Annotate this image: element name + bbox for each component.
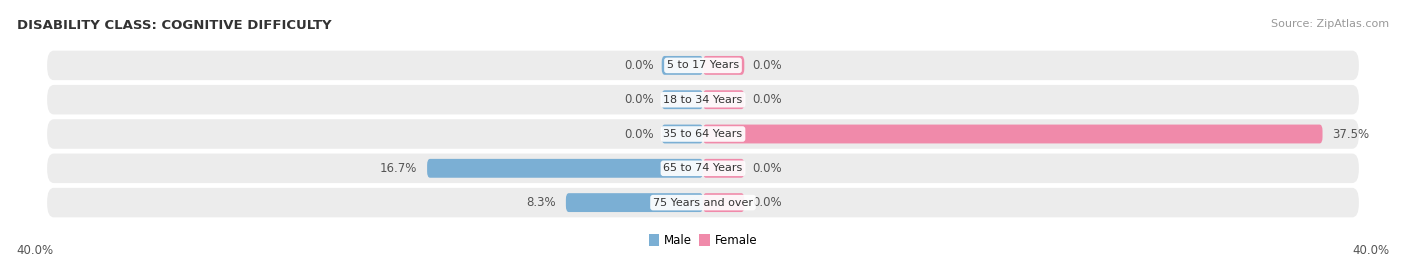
FancyBboxPatch shape — [703, 159, 744, 178]
FancyBboxPatch shape — [565, 193, 703, 212]
FancyBboxPatch shape — [48, 154, 1358, 183]
FancyBboxPatch shape — [48, 188, 1358, 217]
Text: Source: ZipAtlas.com: Source: ZipAtlas.com — [1271, 19, 1389, 29]
Text: 40.0%: 40.0% — [17, 244, 53, 257]
FancyBboxPatch shape — [703, 56, 744, 75]
FancyBboxPatch shape — [48, 51, 1358, 80]
Text: 0.0%: 0.0% — [624, 93, 654, 106]
Text: 75 Years and over: 75 Years and over — [652, 198, 754, 208]
Text: 18 to 34 Years: 18 to 34 Years — [664, 95, 742, 105]
Text: DISABILITY CLASS: COGNITIVE DIFFICULTY: DISABILITY CLASS: COGNITIVE DIFFICULTY — [17, 19, 332, 32]
FancyBboxPatch shape — [48, 119, 1358, 149]
FancyBboxPatch shape — [48, 85, 1358, 114]
FancyBboxPatch shape — [662, 56, 703, 75]
Legend: Male, Female: Male, Female — [644, 229, 762, 252]
Text: 0.0%: 0.0% — [752, 196, 782, 209]
Text: 8.3%: 8.3% — [526, 196, 555, 209]
Text: 0.0%: 0.0% — [752, 93, 782, 106]
FancyBboxPatch shape — [703, 90, 744, 109]
FancyBboxPatch shape — [427, 159, 703, 178]
FancyBboxPatch shape — [662, 125, 703, 143]
Text: 5 to 17 Years: 5 to 17 Years — [666, 60, 740, 70]
FancyBboxPatch shape — [703, 193, 744, 212]
Text: 65 to 74 Years: 65 to 74 Years — [664, 163, 742, 173]
FancyBboxPatch shape — [662, 90, 703, 109]
FancyBboxPatch shape — [703, 125, 1323, 143]
Text: 0.0%: 0.0% — [752, 162, 782, 175]
Text: 35 to 64 Years: 35 to 64 Years — [664, 129, 742, 139]
Text: 0.0%: 0.0% — [624, 59, 654, 72]
Text: 0.0%: 0.0% — [752, 59, 782, 72]
Text: 40.0%: 40.0% — [1353, 244, 1389, 257]
Text: 0.0%: 0.0% — [624, 128, 654, 140]
Text: 16.7%: 16.7% — [380, 162, 418, 175]
Text: 37.5%: 37.5% — [1333, 128, 1369, 140]
